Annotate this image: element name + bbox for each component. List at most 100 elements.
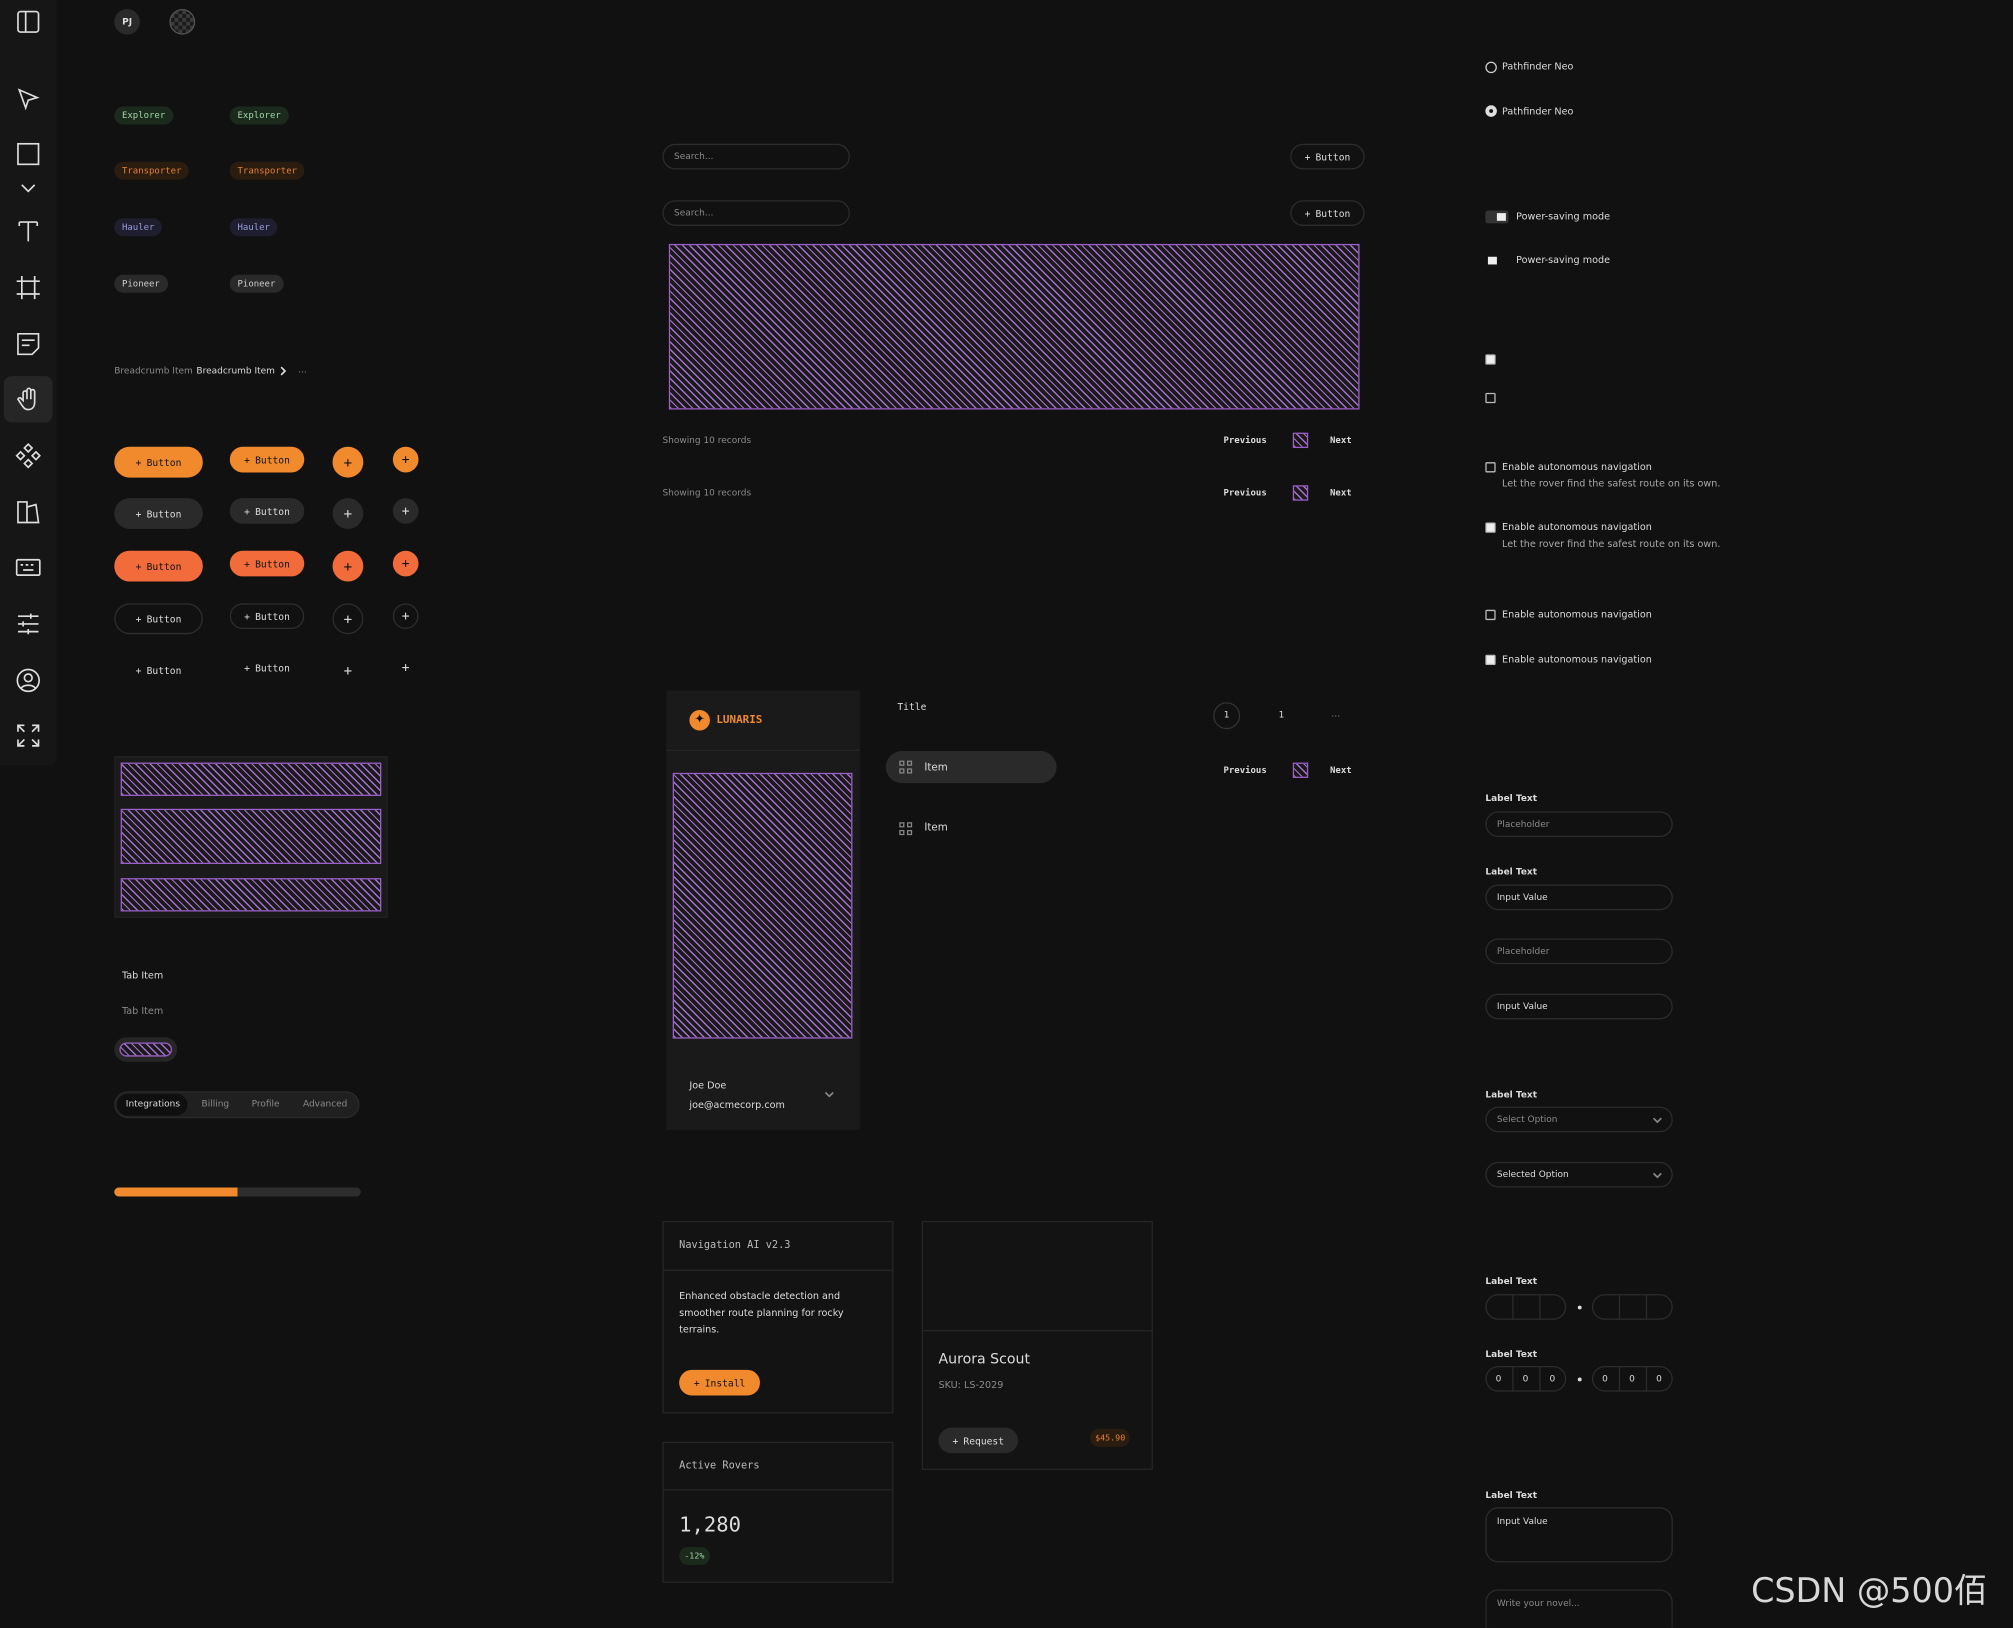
text-input[interactable]: Input Value <box>1485 993 1673 1020</box>
search-input[interactable]: Search... <box>662 200 850 226</box>
divider <box>921 1330 1153 1332</box>
text-input[interactable]: Placeholder <box>1485 811 1673 838</box>
checkbox-checked[interactable] <box>1485 654 1496 666</box>
icon-button[interactable]: + <box>332 498 364 529</box>
button[interactable]: + Button <box>229 446 305 473</box>
button[interactable]: + Button <box>114 655 203 686</box>
button[interactable]: + Button <box>114 446 203 478</box>
sidebar-icon[interactable] <box>15 9 41 35</box>
select-icon[interactable] <box>15 86 41 112</box>
icon-button[interactable]: + <box>401 660 410 675</box>
progress-fill <box>114 1187 238 1197</box>
prev[interactable]: Previous <box>1223 487 1267 499</box>
button-label: Button <box>146 507 182 520</box>
select[interactable]: Selected Option <box>1485 1161 1673 1188</box>
button[interactable]: + Button <box>229 550 305 577</box>
otp-divider <box>1512 1294 1514 1320</box>
expand-icon[interactable] <box>15 723 41 749</box>
text-icon[interactable] <box>15 218 41 244</box>
icon-button[interactable]: + <box>332 550 364 582</box>
tab-item[interactable]: Tab Item <box>121 1005 164 1017</box>
icon-button[interactable]: + <box>332 446 364 478</box>
button[interactable]: + Button <box>114 550 203 582</box>
select[interactable]: Select Option <box>1485 1106 1673 1133</box>
nav-title: Title <box>897 700 927 713</box>
plus: + <box>135 664 142 676</box>
radio-checked[interactable] <box>1485 105 1497 117</box>
user-name: Joe Doe <box>689 1079 727 1092</box>
divider <box>662 1489 894 1491</box>
next[interactable]: Next <box>1330 435 1352 446</box>
frame-icon[interactable] <box>15 275 41 301</box>
icon-button[interactable]: + <box>392 446 419 473</box>
next[interactable]: Next <box>1330 487 1352 499</box>
otp-digit[interactable]: 0 <box>1522 1373 1529 1384</box>
chevron-icon[interactable] <box>19 182 37 195</box>
text-input[interactable]: Placeholder <box>1485 938 1673 965</box>
nav-item[interactable]: Item <box>924 821 948 834</box>
toggle-knob[interactable] <box>1487 256 1497 265</box>
note-icon[interactable] <box>15 331 41 357</box>
user-icon[interactable] <box>15 668 41 694</box>
rect-icon[interactable] <box>15 141 41 167</box>
checkbox[interactable] <box>1485 609 1496 621</box>
button[interactable]: + Button <box>229 498 305 524</box>
component-icon[interactable] <box>15 443 41 469</box>
plus: + <box>952 1434 959 1447</box>
otp-digit[interactable]: 0 <box>1629 1373 1635 1384</box>
button-label: Button <box>255 505 290 517</box>
checkbox[interactable] <box>1485 462 1496 473</box>
icon-button[interactable]: + <box>343 661 353 679</box>
segment[interactable]: Billing <box>201 1098 230 1110</box>
stat-value: 1,280 <box>679 1512 741 1537</box>
segment[interactable]: Advanced <box>302 1098 348 1110</box>
prev[interactable]: Previous <box>1223 765 1267 776</box>
page-button[interactable]: 1 <box>1213 702 1241 730</box>
stat-delta: -12% <box>679 1546 710 1565</box>
button[interactable]: + Request <box>938 1427 1019 1454</box>
textarea[interactable]: Write your novel... <box>1485 1589 1673 1628</box>
nav-item-active[interactable] <box>885 751 1057 784</box>
button[interactable]: + Button <box>1290 200 1365 226</box>
prev[interactable]: Previous <box>1223 435 1267 446</box>
badge: Pioneer <box>229 274 284 293</box>
skeleton <box>120 808 382 864</box>
next[interactable]: Next <box>1330 765 1352 776</box>
segment[interactable]: Profile <box>251 1098 280 1110</box>
button[interactable]: + Button <box>114 603 203 635</box>
button[interactable]: + Install <box>679 1369 761 1396</box>
icon-button[interactable]: + <box>392 603 419 630</box>
otp-digit[interactable]: 0 <box>1549 1373 1556 1384</box>
segment[interactable]: Integrations <box>125 1098 181 1110</box>
assets-icon[interactable] <box>15 499 41 525</box>
field-label: Label Text <box>1485 1089 1538 1101</box>
chevron[interactable] <box>824 1091 834 1099</box>
field-label: Label Text <box>1485 793 1538 804</box>
button[interactable]: + Button <box>230 655 304 681</box>
textarea[interactable]: Input Value <box>1485 1507 1673 1563</box>
badge: Hauler <box>229 218 278 237</box>
icon-button[interactable]: + <box>392 498 419 524</box>
icon-button[interactable]: + <box>332 603 364 635</box>
radio[interactable] <box>1485 61 1497 74</box>
checkbox-checked[interactable] <box>1485 354 1496 365</box>
page-button[interactable]: 1 <box>1278 709 1285 721</box>
icon-button[interactable]: + <box>392 550 419 577</box>
item-icon <box>899 822 913 836</box>
button[interactable]: + Button <box>1290 143 1365 170</box>
checkbox-checked[interactable] <box>1485 522 1496 533</box>
search-input[interactable]: Search... <box>662 143 850 170</box>
hand-icon[interactable] <box>15 386 41 412</box>
button[interactable]: + Button <box>229 603 305 630</box>
otp-digit[interactable]: 0 <box>1602 1373 1608 1384</box>
table-skeleton <box>668 243 1360 410</box>
keyboard-icon[interactable] <box>15 555 41 581</box>
button[interactable]: + Button <box>114 498 203 529</box>
tab-item[interactable]: Tab Item <box>121 969 164 981</box>
sliders-icon[interactable] <box>15 611 41 637</box>
otp-digit[interactable]: 0 <box>1495 1373 1502 1384</box>
checkbox[interactable] <box>1485 392 1496 404</box>
text-input[interactable]: Input Value <box>1485 884 1673 911</box>
otp-digit[interactable]: 0 <box>1656 1373 1662 1384</box>
checkbox-label: Enable autonomous navigation <box>1502 460 1652 473</box>
